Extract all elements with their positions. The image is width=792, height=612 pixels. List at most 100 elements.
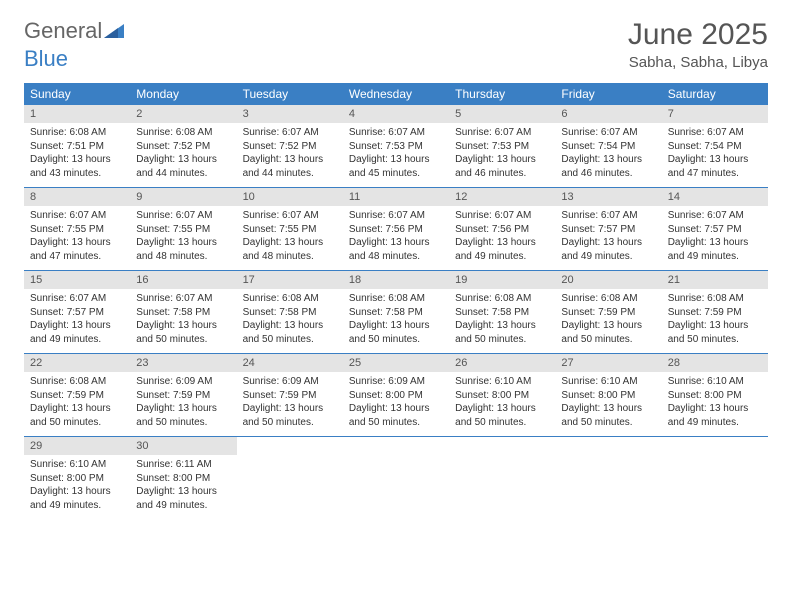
calendar-cell: 10Sunrise: 6:07 AMSunset: 7:55 PMDayligh… [237, 188, 343, 270]
daylight-text: Daylight: 13 hours and 49 minutes. [561, 236, 655, 263]
sunrise-text: Sunrise: 6:07 AM [455, 209, 549, 223]
sunrise-text: Sunrise: 6:07 AM [136, 209, 230, 223]
calendar-cell: 11Sunrise: 6:07 AMSunset: 7:56 PMDayligh… [343, 188, 449, 270]
day-number: 22 [24, 354, 130, 372]
sunrise-text: Sunrise: 6:09 AM [136, 375, 230, 389]
daylight-text: Daylight: 13 hours and 50 minutes. [136, 319, 230, 346]
sunrise-text: Sunrise: 6:08 AM [30, 375, 124, 389]
header: General June 2025 Sabha, Sabha, Libya [24, 18, 768, 71]
day-info: Sunrise: 6:10 AMSunset: 8:00 PMDaylight:… [555, 375, 661, 429]
day-number: 6 [555, 105, 661, 123]
sunrise-text: Sunrise: 6:07 AM [30, 209, 124, 223]
day-number: 19 [449, 271, 555, 289]
sunset-text: Sunset: 7:59 PM [30, 389, 124, 403]
day-info: Sunrise: 6:10 AMSunset: 8:00 PMDaylight:… [662, 375, 768, 429]
sunset-text: Sunset: 7:54 PM [561, 140, 655, 154]
day-number: 8 [24, 188, 130, 206]
daylight-text: Daylight: 13 hours and 50 minutes. [668, 319, 762, 346]
daylight-text: Daylight: 13 hours and 44 minutes. [243, 153, 337, 180]
sunset-text: Sunset: 7:55 PM [136, 223, 230, 237]
sunrise-text: Sunrise: 6:08 AM [668, 292, 762, 306]
sunset-text: Sunset: 7:56 PM [455, 223, 549, 237]
day-info: Sunrise: 6:07 AMSunset: 7:57 PMDaylight:… [555, 209, 661, 263]
sunrise-text: Sunrise: 6:07 AM [668, 126, 762, 140]
day-number: 24 [237, 354, 343, 372]
day-number: 28 [662, 354, 768, 372]
daylight-text: Daylight: 13 hours and 45 minutes. [349, 153, 443, 180]
logo-triangle-icon [104, 18, 124, 44]
day-number: 30 [130, 437, 236, 455]
day-number: 17 [237, 271, 343, 289]
weekday-saturday: Saturday [662, 83, 768, 105]
day-info: Sunrise: 6:11 AMSunset: 8:00 PMDaylight:… [130, 458, 236, 512]
calendar-week: 15 Sunrise: 6:07 AMSunset: 7:57 PMDayligh… [24, 271, 768, 354]
day-info: Sunrise: 6:08 AMSunset: 7:58 PMDaylight:… [449, 292, 555, 346]
calendar-cell: 4Sunrise: 6:07 AMSunset: 7:53 PMDaylight… [343, 105, 449, 187]
sunrise-text: Sunrise: 6:10 AM [668, 375, 762, 389]
sunrise-text: Sunrise: 6:07 AM [243, 126, 337, 140]
day-number: 13 [555, 188, 661, 206]
day-number: 5 [449, 105, 555, 123]
daylight-text: Daylight: 13 hours and 50 minutes. [349, 402, 443, 429]
weekday-sunday: Sunday [24, 83, 130, 105]
daylight-text: Daylight: 13 hours and 47 minutes. [30, 236, 124, 263]
calendar-cell: 28 Sunrise: 6:10 AMSunset: 8:00 PMDayligh… [662, 354, 768, 436]
day-info: Sunrise: 6:08 AMSunset: 7:59 PMDaylight:… [662, 292, 768, 346]
sunrise-text: Sunrise: 6:07 AM [136, 292, 230, 306]
daylight-text: Daylight: 13 hours and 50 minutes. [243, 319, 337, 346]
day-info: Sunrise: 6:07 AMSunset: 7:55 PMDaylight:… [24, 209, 130, 263]
day-info: Sunrise: 6:08 AMSunset: 7:51 PMDaylight:… [24, 126, 130, 180]
daylight-text: Daylight: 13 hours and 47 minutes. [668, 153, 762, 180]
day-number: 25 [343, 354, 449, 372]
day-number: 20 [555, 271, 661, 289]
sunrise-text: Sunrise: 6:07 AM [561, 126, 655, 140]
calendar-cell [449, 437, 555, 519]
day-number: 14 [662, 188, 768, 206]
sunrise-text: Sunrise: 6:10 AM [30, 458, 124, 472]
sunset-text: Sunset: 8:00 PM [349, 389, 443, 403]
calendar-cell: 2Sunrise: 6:08 AMSunset: 7:52 PMDaylight… [130, 105, 236, 187]
daylight-text: Daylight: 13 hours and 46 minutes. [561, 153, 655, 180]
weekday-thursday: Thursday [449, 83, 555, 105]
calendar-cell [343, 437, 449, 519]
daylight-text: Daylight: 13 hours and 50 minutes. [136, 402, 230, 429]
sunrise-text: Sunrise: 6:09 AM [349, 375, 443, 389]
calendar-body: 1Sunrise: 6:08 AMSunset: 7:51 PMDaylight… [24, 105, 768, 519]
sunrise-text: Sunrise: 6:07 AM [349, 126, 443, 140]
daylight-text: Daylight: 13 hours and 50 minutes. [30, 402, 124, 429]
calendar-cell: 1Sunrise: 6:08 AMSunset: 7:51 PMDaylight… [24, 105, 130, 187]
day-number: 16 [130, 271, 236, 289]
sunset-text: Sunset: 7:56 PM [349, 223, 443, 237]
logo-text-blue: Blue [24, 46, 68, 72]
sunrise-text: Sunrise: 6:08 AM [243, 292, 337, 306]
day-info: Sunrise: 6:07 AMSunset: 7:57 PMDaylight:… [24, 292, 130, 346]
day-number: 2 [130, 105, 236, 123]
calendar-cell [237, 437, 343, 519]
weekday-monday: Monday [130, 83, 236, 105]
sunset-text: Sunset: 7:59 PM [561, 306, 655, 320]
day-info: Sunrise: 6:07 AMSunset: 7:53 PMDaylight:… [449, 126, 555, 180]
weekday-header-row: Sunday Monday Tuesday Wednesday Thursday… [24, 83, 768, 105]
sunset-text: Sunset: 7:53 PM [349, 140, 443, 154]
calendar-cell: 3Sunrise: 6:07 AMSunset: 7:52 PMDaylight… [237, 105, 343, 187]
day-info: Sunrise: 6:08 AMSunset: 7:59 PMDaylight:… [555, 292, 661, 346]
daylight-text: Daylight: 13 hours and 43 minutes. [30, 153, 124, 180]
calendar-cell: 24Sunrise: 6:09 AMSunset: 7:59 PMDayligh… [237, 354, 343, 436]
sunset-text: Sunset: 7:54 PM [668, 140, 762, 154]
sunrise-text: Sunrise: 6:08 AM [30, 126, 124, 140]
day-number: 23 [130, 354, 236, 372]
daylight-text: Daylight: 13 hours and 49 minutes. [668, 236, 762, 263]
day-info: Sunrise: 6:07 AMSunset: 7:57 PMDaylight:… [662, 209, 768, 263]
day-info: Sunrise: 6:07 AMSunset: 7:54 PMDaylight:… [555, 126, 661, 180]
location-subtitle: Sabha, Sabha, Libya [628, 54, 768, 71]
day-info: Sunrise: 6:10 AMSunset: 8:00 PMDaylight:… [24, 458, 130, 512]
day-info: Sunrise: 6:08 AMSunset: 7:59 PMDaylight:… [24, 375, 130, 429]
sunrise-text: Sunrise: 6:07 AM [561, 209, 655, 223]
daylight-text: Daylight: 13 hours and 49 minutes. [30, 319, 124, 346]
day-number: 26 [449, 354, 555, 372]
weekday-wednesday: Wednesday [343, 83, 449, 105]
day-info: Sunrise: 6:09 AMSunset: 7:59 PMDaylight:… [130, 375, 236, 429]
day-number: 15 [24, 271, 130, 289]
sunset-text: Sunset: 7:59 PM [136, 389, 230, 403]
calendar-cell: 19 Sunrise: 6:08 AMSunset: 7:58 PMDayligh… [449, 271, 555, 353]
